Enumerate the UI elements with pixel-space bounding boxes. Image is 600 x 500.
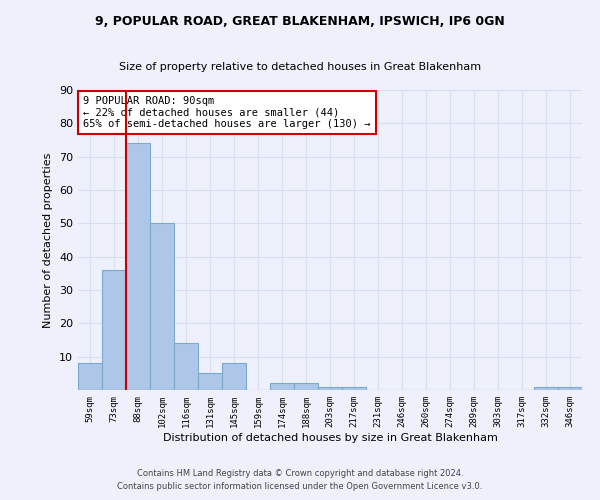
- Bar: [270, 384, 294, 390]
- Bar: [222, 364, 246, 390]
- Bar: [150, 224, 174, 390]
- Bar: [558, 386, 582, 390]
- Bar: [78, 364, 102, 390]
- Text: 9 POPULAR ROAD: 90sqm
← 22% of detached houses are smaller (44)
65% of semi-deta: 9 POPULAR ROAD: 90sqm ← 22% of detached …: [83, 96, 371, 129]
- Y-axis label: Number of detached properties: Number of detached properties: [43, 152, 53, 328]
- Text: Contains public sector information licensed under the Open Government Licence v3: Contains public sector information licen…: [118, 482, 482, 491]
- Bar: [198, 374, 222, 390]
- Bar: [318, 386, 342, 390]
- Bar: [102, 270, 126, 390]
- Bar: [342, 386, 366, 390]
- Text: Contains HM Land Registry data © Crown copyright and database right 2024.: Contains HM Land Registry data © Crown c…: [137, 468, 463, 477]
- Bar: [174, 344, 198, 390]
- Text: 9, POPULAR ROAD, GREAT BLAKENHAM, IPSWICH, IP6 0GN: 9, POPULAR ROAD, GREAT BLAKENHAM, IPSWIC…: [95, 15, 505, 28]
- X-axis label: Distribution of detached houses by size in Great Blakenham: Distribution of detached houses by size …: [163, 432, 497, 442]
- Bar: [126, 144, 150, 390]
- Text: Size of property relative to detached houses in Great Blakenham: Size of property relative to detached ho…: [119, 62, 481, 72]
- Bar: [294, 384, 318, 390]
- Bar: [534, 386, 558, 390]
